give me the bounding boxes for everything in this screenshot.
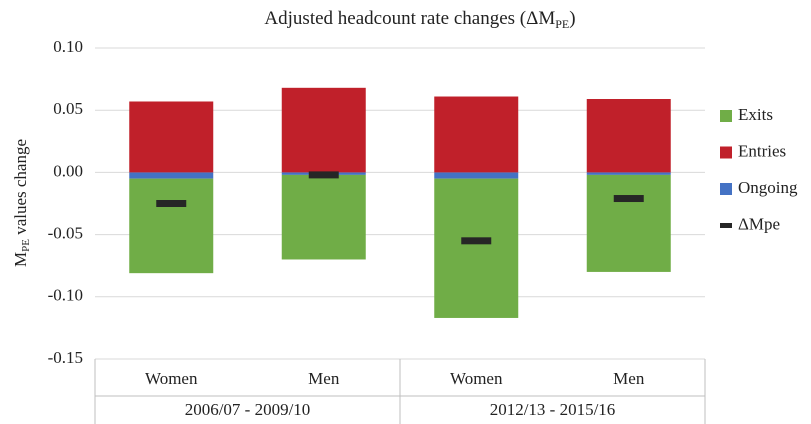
legend-swatch [720, 146, 732, 159]
bar-segment [129, 101, 214, 173]
legend-label: ΔMpe [738, 214, 780, 233]
legend-swatch [720, 223, 732, 228]
bar-segment [434, 96, 519, 173]
y-label-main: M [11, 252, 30, 267]
group-label: 2006/07 - 2009/10 [185, 400, 311, 419]
bar-segment [434, 178, 519, 318]
legend-label: Exits [738, 105, 773, 124]
bar-segment [586, 174, 671, 272]
y-tick-label: 0.10 [53, 37, 83, 56]
x-tick-label: Women [145, 369, 198, 388]
delta-marker [461, 237, 492, 245]
legend-label: Ongoing [738, 178, 798, 197]
group-label: 2012/13 - 2015/16 [490, 400, 616, 419]
y-tick-label: -0.05 [48, 224, 83, 243]
title-end: ) [569, 8, 575, 29]
y-tick-label: -0.10 [48, 286, 83, 305]
x-tick-label: Women [450, 369, 503, 388]
legend-swatch [720, 110, 732, 122]
bar-segment [586, 172, 671, 175]
legend-label: Entries [738, 141, 786, 160]
bar-segment [129, 172, 214, 179]
legend-swatch [720, 183, 732, 195]
delta-marker [156, 200, 187, 207]
y-label-end: values change [11, 139, 30, 239]
bar-segment [434, 172, 519, 179]
y-tick-label: 0.00 [53, 161, 83, 180]
delta-marker [613, 195, 644, 203]
y-label-subscript: PE [20, 239, 32, 252]
bar-segment [281, 174, 366, 260]
title-subscript: PE [555, 17, 569, 31]
bar-segment [281, 87, 366, 173]
y-tick-label: 0.05 [53, 99, 83, 118]
y-axis-label: MPE values change [11, 139, 32, 267]
chart-title: Adjusted headcount rate changes (ΔMPE) [264, 8, 575, 30]
x-tick-label: Men [613, 369, 645, 388]
bar-segment [129, 178, 214, 274]
bar-segment [586, 99, 671, 173]
x-tick-label: Men [308, 369, 340, 388]
y-tick-label: -0.15 [48, 348, 83, 367]
title-main: Adjusted headcount rate changes (ΔM [264, 8, 555, 29]
delta-marker [308, 171, 339, 179]
